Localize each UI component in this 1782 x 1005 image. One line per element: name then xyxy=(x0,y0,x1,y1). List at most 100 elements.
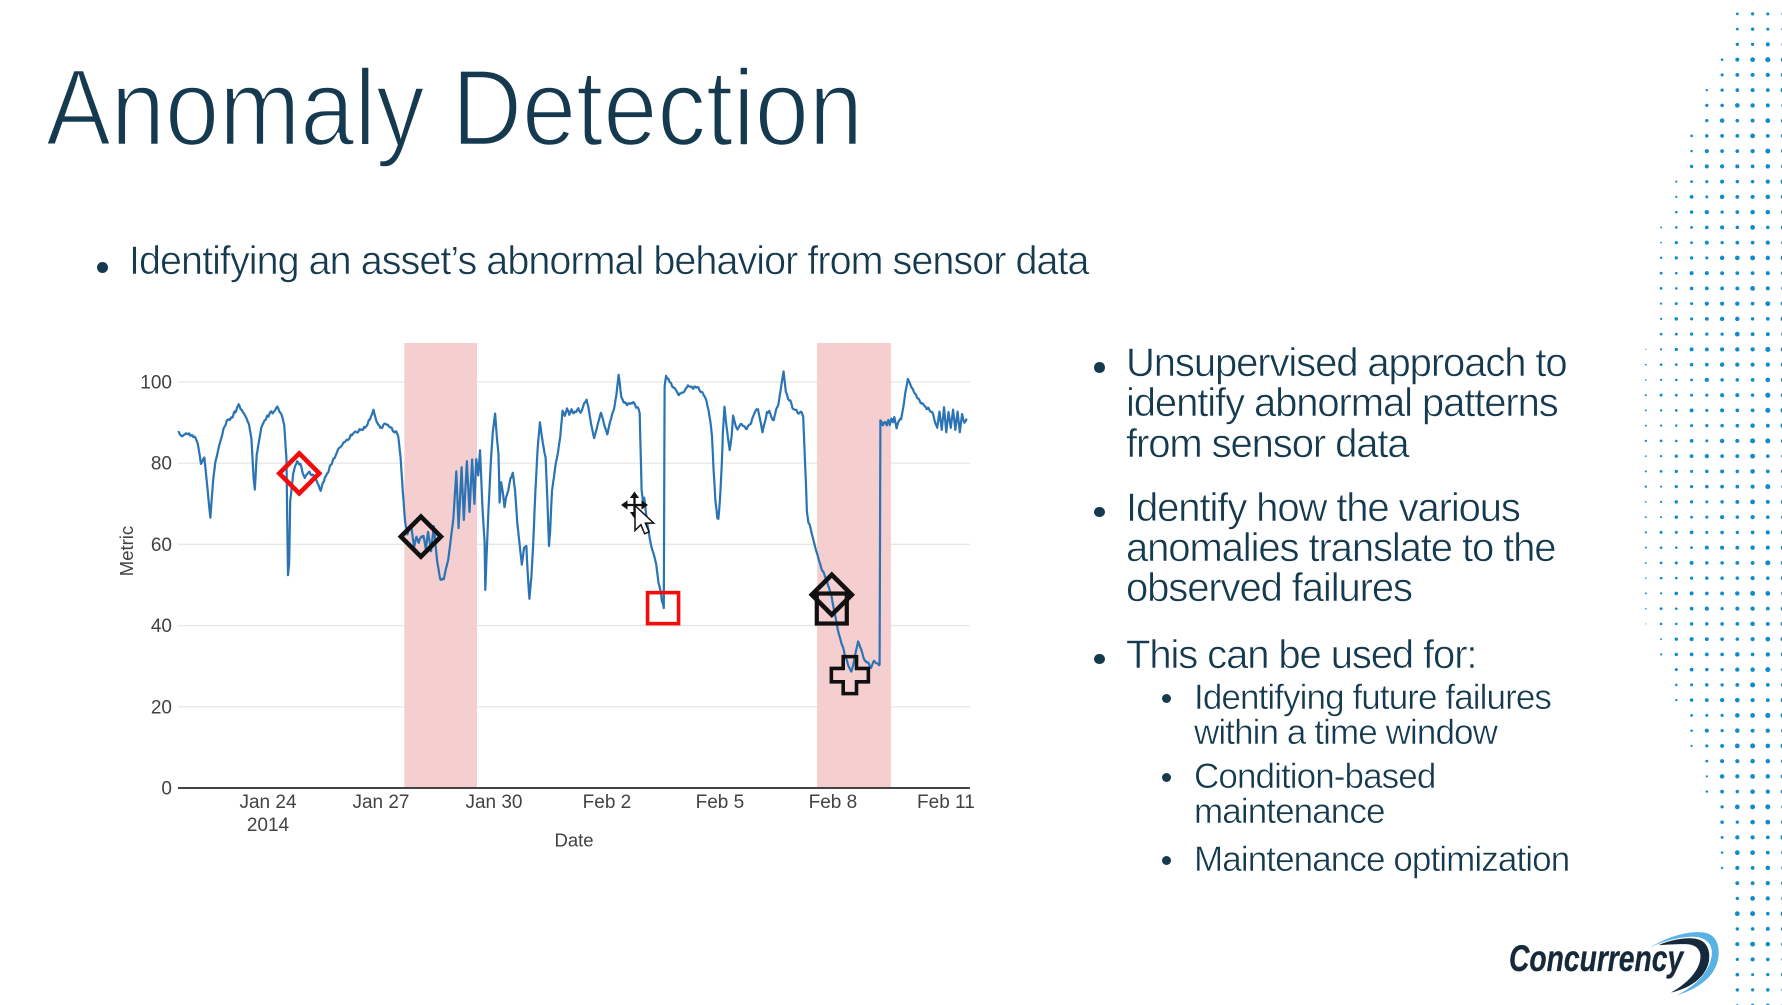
decor-dot xyxy=(1720,545,1725,550)
decor-dot xyxy=(1720,484,1724,489)
decor-dot xyxy=(1765,72,1770,78)
decor-dot xyxy=(1765,926,1770,931)
bullet-line: within a time window xyxy=(1194,713,1498,753)
decor-dot xyxy=(1674,668,1678,672)
decor-dot xyxy=(1705,439,1709,443)
decor-dot xyxy=(1750,164,1755,169)
decor-dot xyxy=(1644,531,1647,534)
decor-dot xyxy=(1750,469,1755,474)
decor-dot xyxy=(1735,454,1740,459)
decor-dot xyxy=(1689,500,1694,504)
bullet-line: identify abnormal patterns xyxy=(1126,381,1559,426)
decor-dot xyxy=(1689,210,1694,214)
decor-dot xyxy=(1674,591,1679,596)
decor-dot xyxy=(1690,225,1694,229)
decor-dot xyxy=(1735,301,1740,306)
decor-dot xyxy=(1644,363,1647,366)
decor-dot xyxy=(1735,759,1740,764)
decor-dot xyxy=(1659,439,1663,443)
decor-dot xyxy=(1734,103,1740,108)
decor-dot xyxy=(1765,423,1770,428)
decor-dot xyxy=(1705,332,1709,336)
decor-dot xyxy=(1704,377,1709,383)
decor-dot xyxy=(1704,545,1709,550)
decor-dot xyxy=(1720,58,1724,61)
decor-dot xyxy=(1735,682,1740,687)
decor-dot xyxy=(1735,286,1740,291)
decor-dot xyxy=(1674,652,1679,657)
subtitle-text: Identifying an asset’s abnormal behavior… xyxy=(129,239,1090,284)
decor-dot xyxy=(1659,424,1663,427)
decor-dot xyxy=(1720,637,1724,641)
decor-dot xyxy=(1705,515,1709,519)
decor-dot xyxy=(1765,606,1770,611)
y-tick-label: 40 xyxy=(151,616,172,637)
decor-dot xyxy=(1659,561,1663,565)
y-tick-label: 80 xyxy=(151,454,172,475)
decor-dot xyxy=(1750,423,1755,428)
decor-dot xyxy=(1765,667,1771,673)
decor-dot xyxy=(1720,866,1724,870)
decor-dot xyxy=(1644,561,1647,564)
decor-dot xyxy=(1765,683,1770,687)
bullet-dot xyxy=(1161,693,1171,703)
decor-dot xyxy=(1689,195,1694,199)
decor-dot xyxy=(1644,439,1647,443)
decor-dot xyxy=(1735,88,1740,92)
decor-dot xyxy=(1720,347,1725,352)
decor-dot xyxy=(1675,546,1678,549)
swoosh-blue-arc xyxy=(1650,932,1719,996)
bullet-dot xyxy=(1161,772,1171,782)
decor-dot xyxy=(1720,103,1724,108)
decor-dot xyxy=(1720,576,1724,580)
decor-dot xyxy=(1720,835,1724,839)
decor-dot xyxy=(1674,317,1679,321)
decor-dot xyxy=(1720,301,1725,306)
decor-dot xyxy=(1765,636,1771,642)
decor-dot xyxy=(1750,72,1755,77)
decor-dot xyxy=(1751,988,1755,992)
decor-dot xyxy=(1750,667,1755,672)
decor-dot xyxy=(1734,331,1740,337)
decor-dot xyxy=(1735,195,1740,199)
decor-dot xyxy=(1735,865,1740,870)
decor-dot xyxy=(1750,393,1755,397)
decor-dot xyxy=(1735,881,1740,886)
decor-dot xyxy=(1690,515,1694,519)
decor-dot xyxy=(1659,530,1663,534)
decor-dot xyxy=(1704,317,1709,321)
decor-dot xyxy=(1735,57,1740,62)
decor-dot xyxy=(1735,774,1740,779)
decor-dot xyxy=(1765,865,1771,871)
decor-dot xyxy=(1660,485,1663,488)
decor-dot xyxy=(1735,179,1740,184)
x-tick-label: Jan 24 xyxy=(239,792,296,813)
decor-dot xyxy=(1689,408,1694,413)
decor-dot xyxy=(1689,332,1694,336)
decor-dot xyxy=(1750,103,1755,108)
decor-dot xyxy=(1734,804,1740,810)
decor-dot xyxy=(1750,378,1755,382)
decor-dot xyxy=(1674,561,1678,565)
decor-dot xyxy=(1689,164,1694,169)
decor-dot xyxy=(1704,210,1709,215)
decor-dot xyxy=(1690,576,1694,580)
decor-dot xyxy=(1734,743,1740,749)
decor-dot xyxy=(1765,454,1770,458)
decor-dot xyxy=(1644,501,1647,503)
decor-dot xyxy=(1689,286,1694,291)
decor-dot xyxy=(1705,88,1708,92)
decor-dot xyxy=(1705,103,1709,107)
x-tick-label: Feb 2 xyxy=(583,792,632,813)
decor-dot xyxy=(1660,638,1663,641)
decor-dot xyxy=(1704,240,1709,245)
decor-dot xyxy=(1689,667,1694,672)
decor-dot xyxy=(1750,927,1755,931)
bullet-line: Condition-based xyxy=(1194,756,1437,796)
decor-dot xyxy=(1765,438,1771,444)
decor-dot xyxy=(1705,134,1709,138)
decor-dot xyxy=(1750,606,1755,611)
decor-dot xyxy=(1735,438,1740,443)
decor-dot xyxy=(1750,545,1755,550)
